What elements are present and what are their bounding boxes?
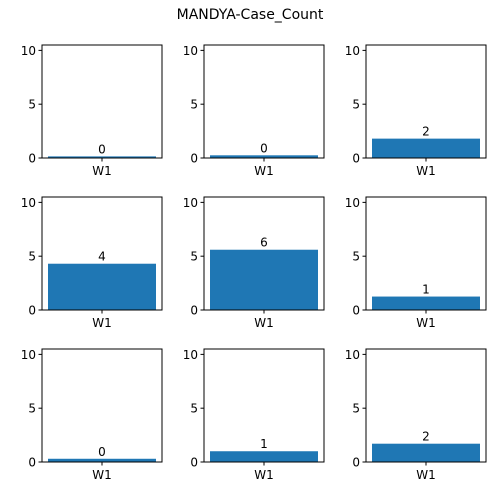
y-tick-label-1-10: 10	[21, 44, 36, 58]
y-tick-label-7-5: 5	[28, 402, 36, 416]
y-tick-label-4-0: 0	[28, 304, 36, 318]
data-label-9: 2	[422, 430, 430, 444]
bar-3	[372, 138, 480, 158]
bar-4	[48, 263, 156, 310]
bar-9	[372, 443, 480, 462]
x-tick-label-9: W1	[416, 468, 436, 482]
data-label-8: 1	[260, 437, 268, 451]
x-tick-label-6: W1	[416, 316, 436, 330]
y-tick-label-5-5: 5	[190, 250, 198, 264]
y-tick-label-8-10: 10	[183, 348, 198, 362]
y-tick-label-2-0: 0	[190, 152, 198, 166]
x-tick-label-4: W1	[92, 316, 112, 330]
bar-1	[48, 156, 156, 158]
y-tick-label-2-10: 10	[183, 44, 198, 58]
bar-8	[210, 451, 318, 462]
y-tick-label-6-0: 0	[352, 304, 360, 318]
chart-title: MANDYA-Case_Count	[176, 7, 324, 23]
x-tick-label-2: W1	[254, 164, 274, 178]
data-label-6: 1	[422, 283, 430, 297]
y-tick-label-9-10: 10	[345, 348, 360, 362]
y-tick-label-5-10: 10	[183, 196, 198, 210]
y-tick-label-3-5: 5	[352, 98, 360, 112]
x-tick-label-7: W1	[92, 468, 112, 482]
y-tick-label-3-0: 0	[352, 152, 360, 166]
y-tick-label-4-5: 5	[28, 250, 36, 264]
x-tick-label-1: W1	[92, 164, 112, 178]
y-tick-label-2-5: 5	[190, 98, 198, 112]
y-tick-label-9-0: 0	[352, 456, 360, 470]
y-tick-label-8-0: 0	[190, 456, 198, 470]
data-label-1: 0	[98, 142, 106, 156]
bar-2	[210, 155, 318, 158]
data-label-5: 6	[260, 236, 268, 250]
y-tick-label-9-5: 5	[352, 402, 360, 416]
data-label-3: 2	[422, 125, 430, 139]
x-tick-label-8: W1	[254, 468, 274, 482]
y-tick-label-6-5: 5	[352, 250, 360, 264]
x-tick-label-3: W1	[416, 164, 436, 178]
data-label-4: 4	[98, 250, 106, 264]
data-label-2: 0	[260, 141, 268, 155]
bar-6	[372, 296, 480, 310]
bar-5	[210, 249, 318, 310]
y-tick-label-7-10: 10	[21, 348, 36, 362]
y-tick-label-4-10: 10	[21, 196, 36, 210]
y-tick-label-7-0: 0	[28, 456, 36, 470]
bar-7	[48, 458, 156, 462]
y-tick-label-1-5: 5	[28, 98, 36, 112]
y-tick-label-6-10: 10	[345, 196, 360, 210]
y-tick-label-8-5: 5	[190, 402, 198, 416]
x-tick-label-5: W1	[254, 316, 274, 330]
axes-frame-1	[41, 44, 163, 159]
y-tick-label-3-10: 10	[345, 44, 360, 58]
data-label-7: 0	[98, 445, 106, 459]
y-tick-label-5-0: 0	[190, 304, 198, 318]
y-tick-label-1-0: 0	[28, 152, 36, 166]
